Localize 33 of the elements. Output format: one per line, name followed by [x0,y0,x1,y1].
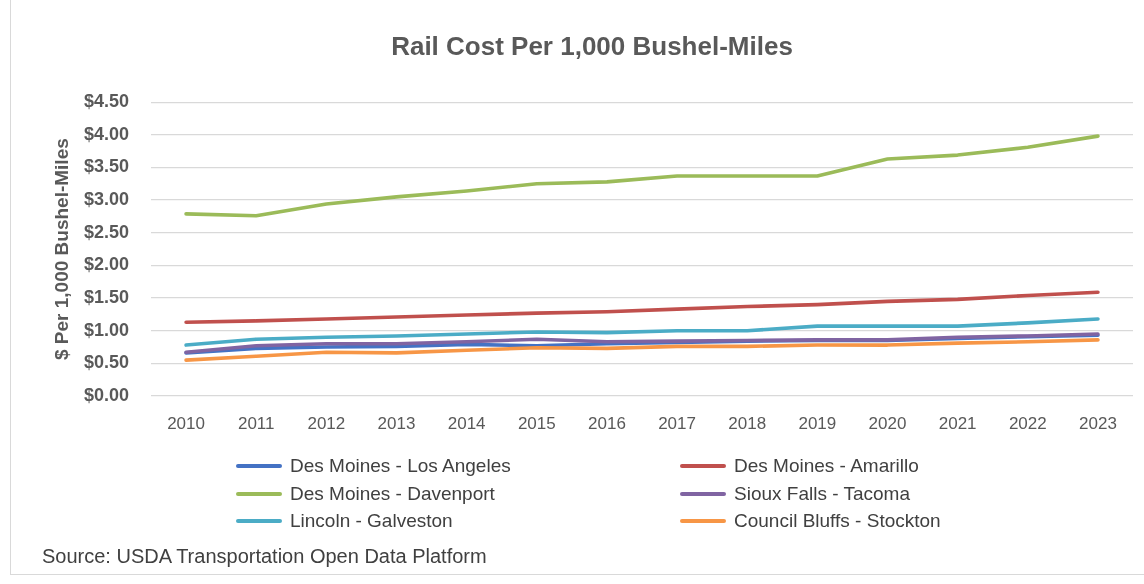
legend-label: Lincoln - Galveston [290,510,453,532]
legend-label: Sioux Falls - Tacoma [734,483,910,505]
x-tick-label: 2012 [307,413,346,433]
y-tick-label: $2.50 [83,221,129,242]
x-tick-label: 2010 [167,413,205,433]
y-tick-label: $3.50 [83,156,129,177]
legend-label: Des Moines - Davenport [290,483,495,505]
legend-label: Council Bluffs - Stockton [734,510,941,532]
y-tick-label: $4.50 [83,91,129,112]
y-tick-label: $0.00 [83,384,129,405]
y-tick-label: $1.50 [83,287,129,308]
x-tick-label: 2014 [447,413,486,433]
y-tick-label: $1.00 [83,319,129,340]
x-tick-label: 2011 [237,413,275,433]
x-tick-label: 2021 [938,413,977,433]
y-tick-label: $0.50 [83,352,129,373]
x-tick-label: 2020 [868,413,907,433]
x-tick-label: 2018 [728,413,767,433]
legend-label: Des Moines - Los Angeles [290,455,511,477]
legend-label: Des Moines - Amarillo [734,455,919,477]
y-tick-label: $4.00 [83,123,129,144]
y-axis-title: $ Per 1,000 Bushel-Miles [50,138,72,360]
y-tick-label: $3.00 [83,189,129,210]
x-tick-label: 2017 [658,413,696,433]
source-note: Source: USDA Transportation Open Data Platform [42,545,487,568]
x-tick-label: 2013 [377,413,416,433]
x-tick-label: 2016 [588,413,626,433]
x-tick-label: 2023 [1079,413,1117,433]
y-tick-label: $2.00 [83,254,129,275]
chart-title: Rail Cost Per 1,000 Bushel-Miles [391,30,793,61]
x-tick-label: 2019 [798,413,837,433]
x-tick-label: 2022 [1008,413,1047,433]
x-tick-label: 2015 [517,413,556,433]
